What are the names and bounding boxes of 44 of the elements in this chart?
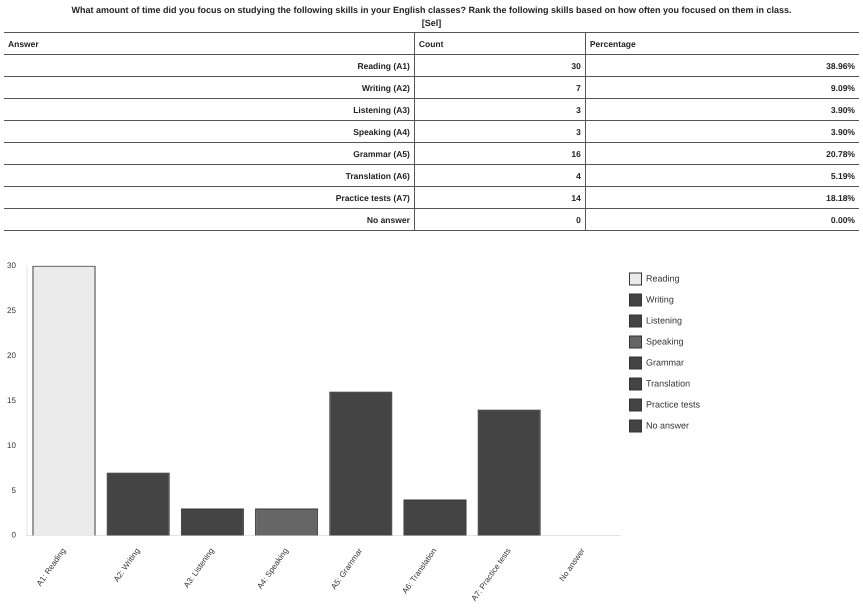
text: 18.18% — [585, 186, 859, 208]
legend-label: Writing — [646, 294, 674, 304]
legend-label: Practice tests — [646, 399, 700, 410]
text: Translation (A6) — [4, 164, 414, 186]
y-tick-label: 25 — [6, 306, 16, 315]
text: 3.90% — [585, 120, 859, 142]
y-tick-label: 20 — [6, 350, 16, 360]
text: 14 — [414, 186, 586, 208]
legend-label: Grammar — [646, 357, 684, 368]
y-tick-label: 0 — [11, 530, 16, 540]
chart-title: What amount of time did you focus on studying the following skills in your English classes? Rank the following skills based on how often you focused on them in class. — [70, 4, 793, 17]
legend-label: Speaking — [646, 336, 684, 346]
text: 0.00% — [585, 208, 859, 230]
text: 30 — [414, 54, 586, 76]
legend-label: Translation — [646, 378, 690, 388]
y-tick-label: 5 — [11, 486, 16, 495]
text: 5.19% — [585, 164, 859, 186]
text: Reading (A1) — [4, 54, 414, 76]
text: Percentage — [585, 32, 859, 54]
y-tick-label: 30 — [6, 261, 16, 270]
legend-label: Listening — [646, 315, 682, 326]
text: 3 — [414, 98, 586, 120]
text: 20.78% — [585, 142, 859, 164]
text: 9.09% — [585, 76, 859, 98]
text: Grammar (A5) — [4, 142, 414, 164]
y-tick-label: 15 — [6, 396, 16, 405]
text: 16 — [414, 142, 586, 164]
text: Count — [414, 32, 586, 54]
legend-label: Reading — [646, 273, 680, 284]
text: Speaking (A4) — [4, 120, 414, 142]
text: Writing (A2) — [4, 76, 414, 98]
text: 7 — [414, 76, 586, 98]
text: 3.90% — [585, 98, 859, 120]
y-tick-label: 10 — [6, 440, 16, 450]
text: Listening (A3) — [4, 98, 414, 120]
text: 3 — [414, 120, 586, 142]
text: 38.96% — [585, 54, 859, 76]
text: 0 — [414, 208, 586, 230]
legend-label: No answer — [646, 420, 690, 430]
text: Practice tests (A7) — [4, 186, 414, 208]
chart-subtitle: [Sel] — [420, 17, 442, 30]
text: Answer — [4, 32, 414, 54]
text: No answer — [4, 208, 414, 230]
text: 4 — [414, 164, 586, 186]
